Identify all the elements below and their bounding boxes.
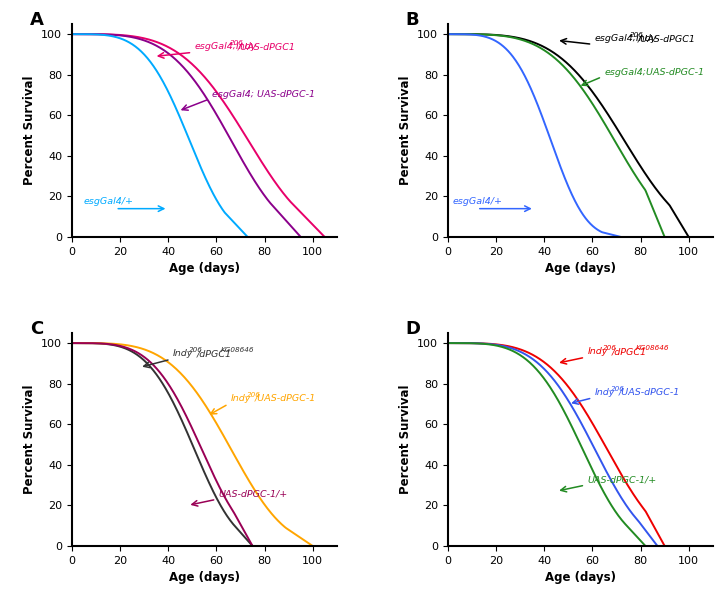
X-axis label: Age (days): Age (days) [545, 262, 616, 275]
Text: Indy: Indy [595, 388, 615, 397]
Text: /UAS-dPGC-1: /UAS-dPGC-1 [619, 388, 680, 397]
Text: /UAS-dPGC1: /UAS-dPGC1 [238, 43, 296, 52]
Text: /dPGC1: /dPGC1 [612, 347, 647, 356]
Text: UAS-dPGC-1/+: UAS-dPGC-1/+ [219, 490, 288, 499]
Text: /UAS-dPGC-1: /UAS-dPGC-1 [255, 394, 316, 403]
Text: Indy: Indy [588, 347, 608, 356]
Y-axis label: Percent Survival: Percent Survival [23, 76, 36, 185]
Text: esgGal4;Indy: esgGal4;Indy [195, 43, 257, 52]
Text: esgGal4;UAS-dPGC-1: esgGal4;UAS-dPGC-1 [605, 68, 704, 77]
Text: 206: 206 [230, 40, 243, 46]
Text: 206: 206 [603, 345, 617, 351]
Y-axis label: Percent Survival: Percent Survival [399, 76, 412, 185]
Text: 206: 206 [611, 386, 624, 392]
Text: D: D [405, 320, 420, 338]
X-axis label: Age (days): Age (days) [169, 262, 240, 275]
Text: KG08646: KG08646 [221, 347, 255, 353]
Text: Indy: Indy [173, 349, 194, 358]
Y-axis label: Percent Survival: Percent Survival [23, 385, 36, 494]
Text: A: A [30, 11, 43, 29]
Text: KG08646: KG08646 [636, 345, 670, 351]
Text: B: B [405, 11, 419, 29]
Text: /dPGC1: /dPGC1 [197, 349, 232, 358]
Text: /UAS-dPGC1: /UAS-dPGC1 [638, 34, 696, 43]
X-axis label: Age (days): Age (days) [169, 571, 240, 584]
Text: esgGal4/+: esgGal4/+ [84, 197, 134, 206]
Text: esgGal4; UAS-dPGC-1: esgGal4; UAS-dPGC-1 [212, 90, 315, 99]
Text: 206: 206 [630, 32, 644, 38]
Text: UAS-dPGC-1/+: UAS-dPGC-1/+ [588, 475, 657, 484]
Text: C: C [30, 320, 43, 338]
X-axis label: Age (days): Age (days) [545, 571, 616, 584]
Text: esgGal4/+: esgGal4/+ [453, 197, 503, 206]
Y-axis label: Percent Survival: Percent Survival [399, 385, 412, 494]
Text: Indy: Indy [231, 394, 251, 403]
Text: 206: 206 [246, 392, 261, 398]
Text: 206: 206 [189, 347, 202, 353]
Text: esgGal4;Indy: esgGal4;Indy [595, 34, 657, 43]
